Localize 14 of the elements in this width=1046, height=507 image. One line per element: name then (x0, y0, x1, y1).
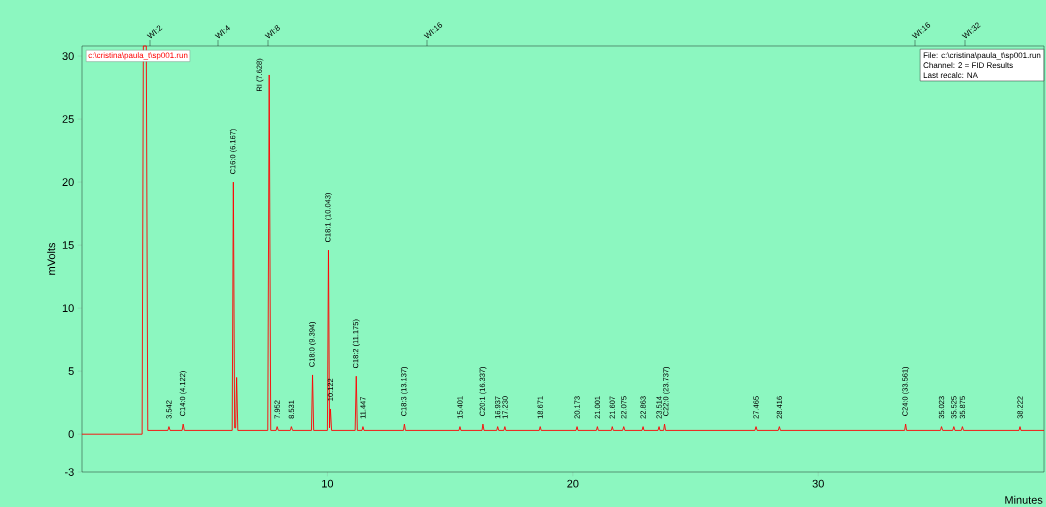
line-series (81, 45, 1045, 435)
y-tick-label: 0 (68, 430, 74, 439)
y-axis-title: mVolts (47, 242, 56, 275)
y-tick-label: 25 (62, 115, 74, 123)
y-tick-label: -3 (64, 468, 74, 476)
x-tick-label: 20 (567, 479, 579, 488)
x-axis-title: Minutes (1005, 495, 1043, 504)
y-tick-label: 5 (68, 367, 74, 375)
x-tick-label: 10 (322, 479, 334, 488)
y-tick-label: 20 (62, 178, 74, 186)
y-tick-label: 30 (62, 52, 74, 60)
x-tick-label: 30 (812, 479, 824, 488)
y-tick-label: 10 (62, 304, 74, 313)
y-tick-label: 15 (62, 241, 74, 249)
